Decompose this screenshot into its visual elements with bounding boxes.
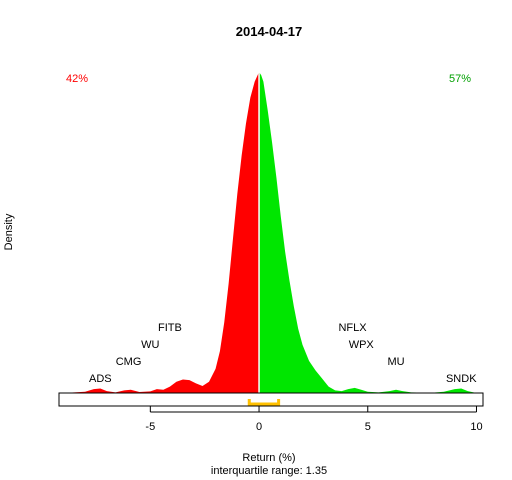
- ticker-label-nflx: NFLX: [338, 322, 367, 334]
- ticker-annotations: ADS CMG WU FITB NFLX WPX MU SNDK: [89, 322, 477, 385]
- x-axis-label: Return (%): [242, 452, 295, 464]
- ticker-label-mu: MU: [387, 356, 404, 368]
- ticker-label-wpx: WPX: [349, 339, 375, 351]
- ticker-label-ads: ADS: [89, 373, 112, 385]
- x-tick-label: 5: [365, 421, 371, 433]
- plot-area: [63, 72, 477, 406]
- negative-share-label: 42%: [66, 73, 88, 85]
- x-tick-label: 10: [470, 421, 482, 433]
- ticker-label-wu: WU: [141, 339, 159, 351]
- x-axis: -5 0 5 10: [145, 406, 483, 433]
- chart-subtitle: interquartile range: 1.35: [211, 465, 327, 477]
- x-tick-label: 0: [256, 421, 262, 433]
- ticker-label-cmg: CMG: [116, 356, 142, 368]
- ticker-label-fitb: FITB: [158, 322, 182, 334]
- plot-frame: [58, 392, 484, 407]
- interquartile-range-bracket: [247, 399, 281, 406]
- ticker-label-sndk: SNDK: [446, 373, 477, 385]
- positive-share-label: 57%: [449, 73, 471, 85]
- chart-title: 2014-04-17: [236, 24, 303, 39]
- negative-density-area: [63, 72, 260, 393]
- positive-density-area: [259, 72, 477, 393]
- y-axis-label: Density: [3, 213, 15, 250]
- x-tick-label: -5: [145, 421, 155, 433]
